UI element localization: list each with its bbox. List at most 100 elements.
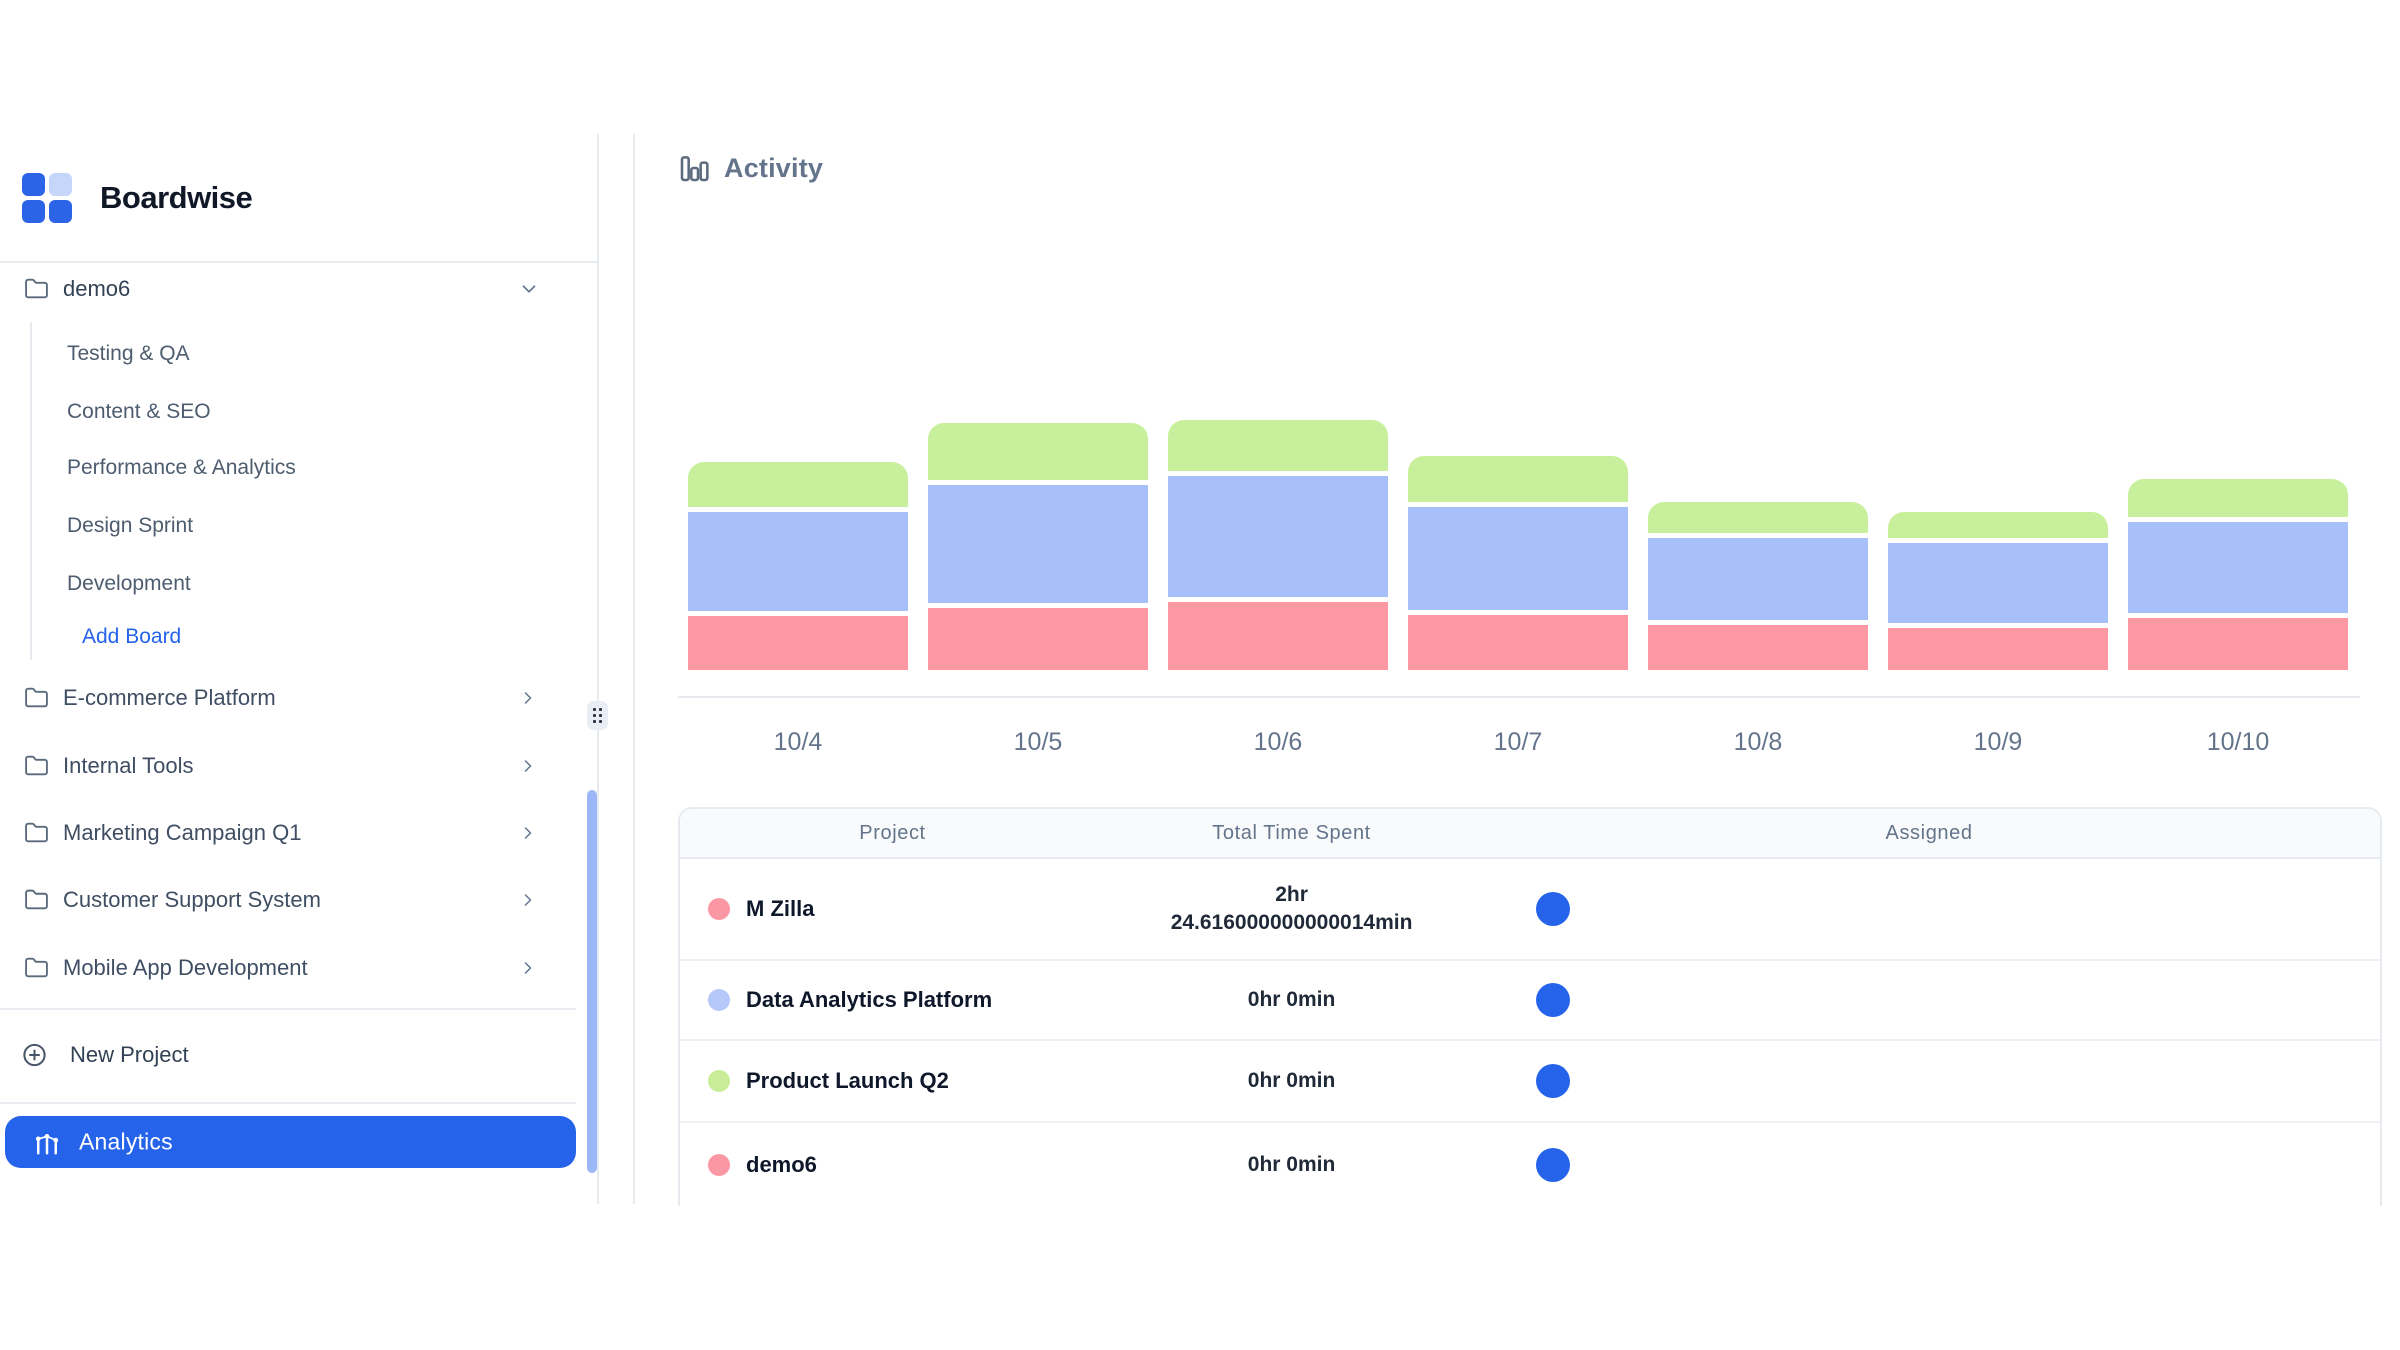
folder-icon — [24, 888, 49, 913]
sidebar-project-label: Marketing Campaign Q1 — [63, 820, 302, 845]
bar-segment-product-launch-q2[interactable] — [1648, 502, 1868, 533]
folder-icon — [24, 277, 49, 302]
bar-segment-m-zilla[interactable] — [928, 608, 1148, 670]
table-row[interactable]: M Zilla 2hr 24.616000000000014min — [680, 859, 2380, 959]
total-time-value: 24.616000000000014min — [1170, 911, 1413, 934]
sidebar-scrollbar[interactable] — [587, 790, 597, 1173]
sidebar-project-label: Internal Tools — [63, 753, 194, 778]
column-header-project: Project — [859, 821, 926, 844]
board-label: Content & SEO — [67, 400, 211, 423]
time-spent-table: Project Total Time Spent Assigned M Zill… — [678, 807, 2382, 1206]
bar-chart-icon — [678, 152, 710, 184]
panel-resize-grip-icon[interactable] — [587, 701, 608, 730]
table-row[interactable]: Product Launch Q2 0hr 0min — [680, 1039, 2380, 1121]
chevron-down-icon — [518, 278, 540, 300]
bar-segment-data-analytics-platform[interactable] — [1168, 476, 1388, 597]
bar-segment-data-analytics-platform[interactable] — [1648, 538, 1868, 620]
logo-square — [22, 173, 45, 196]
folder-icon — [24, 686, 49, 711]
project-color-dot — [708, 1070, 730, 1092]
logo-square — [49, 173, 72, 196]
bar-segment-product-launch-q2[interactable] — [1408, 456, 1628, 502]
bar-segment-data-analytics-platform[interactable] — [1888, 543, 2108, 623]
assigned-avatar[interactable] — [1536, 983, 1571, 1017]
bar-segment-data-analytics-platform[interactable] — [928, 485, 1148, 603]
table-header-row: Project Total Time Spent Assigned — [680, 809, 2380, 859]
table-row[interactable]: Data Analytics Platform 0hr 0min — [680, 959, 2380, 1039]
project-color-dot — [708, 1154, 730, 1176]
sidebar-item-project[interactable]: Marketing Campaign Q1 — [0, 811, 590, 855]
sidebar-board-item[interactable]: Testing & QA — [67, 334, 507, 374]
folder-icon — [24, 754, 49, 779]
x-axis-tick-label: 10/8 — [1733, 728, 1783, 756]
x-axis-tick-label: 10/5 — [1013, 728, 1063, 756]
bar-segment-m-zilla[interactable] — [688, 616, 908, 670]
sidebar-item-project[interactable]: Mobile App Development — [0, 946, 590, 990]
sidebar-item-analytics[interactable]: Analytics — [5, 1116, 576, 1168]
analytics-label: Analytics — [79, 1128, 173, 1155]
sidebar-divider-bottom — [0, 1102, 576, 1104]
bar-segment-product-launch-q2[interactable] — [1168, 420, 1388, 471]
project-color-dot — [708, 898, 730, 920]
x-axis-tick-label: 10/4 — [773, 728, 823, 756]
assigned-avatar[interactable] — [1536, 1148, 1571, 1182]
bar-segment-product-launch-q2[interactable] — [928, 423, 1148, 480]
add-board-button[interactable]: Add Board — [82, 625, 182, 648]
bar-segment-data-analytics-platform[interactable] — [2128, 522, 2348, 613]
assigned-avatar[interactable] — [1536, 892, 1571, 926]
bar-segment-product-launch-q2[interactable] — [688, 462, 908, 507]
x-axis-tick-label: 10/6 — [1253, 728, 1303, 756]
bar-segment-m-zilla[interactable] — [1408, 615, 1628, 670]
main-left-border — [633, 134, 635, 1204]
sidebar-item-project-demo6[interactable]: demo6 — [0, 267, 590, 311]
folder-icon — [24, 821, 49, 846]
sidebar-board-item[interactable]: Performance & Analytics — [67, 448, 507, 488]
chevron-right-icon — [518, 823, 538, 843]
chevron-right-icon — [518, 958, 538, 978]
project-name: Data Analytics Platform — [746, 987, 993, 1012]
sidebar-board-item[interactable]: Design Sprint — [67, 506, 507, 546]
table-row[interactable]: demo6 0hr 0min — [680, 1121, 2380, 1206]
assigned-avatar[interactable] — [1536, 1064, 1571, 1098]
sidebar-board-item[interactable]: Development — [67, 564, 507, 604]
folder-icon — [24, 956, 49, 981]
bar-segment-m-zilla[interactable] — [1648, 625, 1868, 670]
total-time-value: 0hr 0min — [1247, 988, 1336, 1011]
sidebar-project-label: Customer Support System — [63, 887, 321, 912]
chevron-right-icon — [518, 890, 538, 910]
sidebar-item-project[interactable]: E-commerce Platform — [0, 676, 590, 720]
x-axis-line — [678, 696, 2360, 698]
chevron-right-icon — [518, 756, 538, 776]
bar-segment-data-analytics-platform[interactable] — [1408, 507, 1628, 610]
bar-segment-m-zilla[interactable] — [2128, 618, 2348, 670]
sidebar-divider-top — [0, 261, 597, 263]
bar-segment-product-launch-q2[interactable] — [1888, 512, 2108, 538]
column-header-assigned: Assigned — [1885, 821, 1973, 844]
page-title: Activity — [724, 152, 824, 183]
app-title: Boardwise — [100, 180, 253, 215]
project-color-dot — [708, 989, 730, 1011]
boardwise-logo — [22, 173, 72, 223]
new-project-button[interactable]: New Project — [0, 1033, 590, 1077]
new-project-label: New Project — [70, 1042, 189, 1067]
board-indent-guide — [30, 322, 32, 660]
analytics-icon — [32, 1127, 62, 1157]
activity-header: Activity — [678, 148, 823, 188]
total-time-value: 2hr — [1275, 883, 1308, 906]
sidebar-divider-middle — [0, 1008, 576, 1010]
project-name: demo6 — [746, 1152, 817, 1177]
total-time-value: 0hr 0min — [1247, 1069, 1336, 1092]
board-label: Performance & Analytics — [67, 456, 296, 479]
sidebar-item-project[interactable]: Customer Support System — [0, 878, 590, 922]
bar-segment-m-zilla[interactable] — [1888, 628, 2108, 670]
bar-segment-m-zilla[interactable] — [1168, 602, 1388, 670]
sidebar-item-project[interactable]: Internal Tools — [0, 744, 590, 788]
sidebar-board-item[interactable]: Content & SEO — [67, 392, 507, 432]
circle-plus-icon — [21, 1042, 48, 1069]
bar-segment-product-launch-q2[interactable] — [2128, 479, 2348, 517]
sidebar-project-label: demo6 — [63, 276, 131, 301]
bar-segment-data-analytics-platform[interactable] — [688, 512, 908, 611]
column-header-total-time: Total Time Spent — [1212, 821, 1371, 844]
